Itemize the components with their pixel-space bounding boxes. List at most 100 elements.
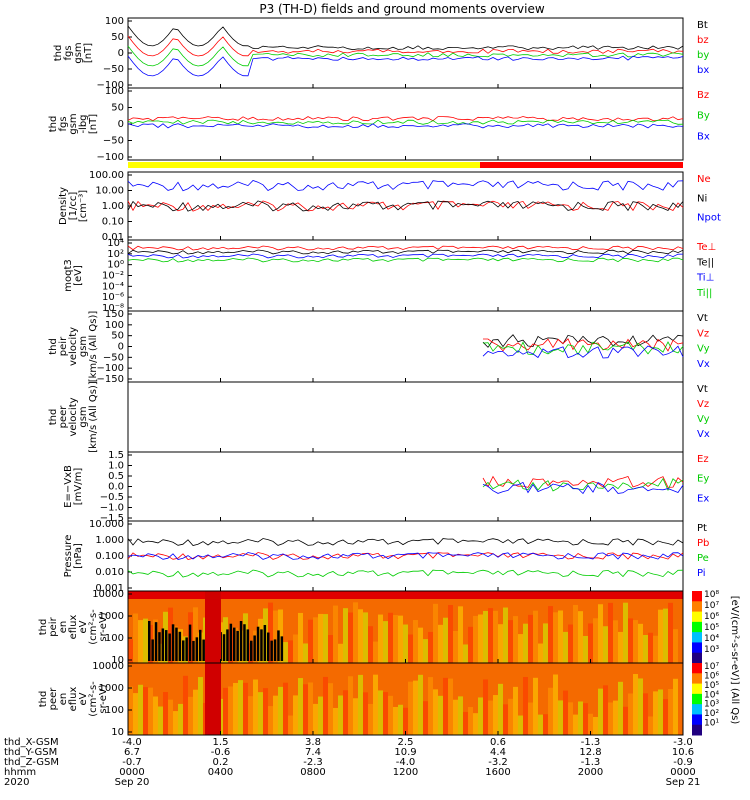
spectrogram-band bbox=[518, 634, 523, 663]
spectrogram-band bbox=[503, 607, 508, 663]
spectrogram-band bbox=[268, 602, 273, 663]
spectrogram-band bbox=[267, 632, 270, 661]
colorbar-segment bbox=[692, 621, 702, 633]
spectrogram-band bbox=[403, 624, 408, 663]
series-ne bbox=[127, 200, 684, 212]
panel-2: 100 50 0 −50 −100 thd fgs gsm -lbg [nT] Bz By Bx bbox=[48, 86, 710, 163]
spectrogram-band bbox=[493, 610, 498, 663]
spectrogram-band bbox=[538, 714, 543, 735]
spectrogram-band bbox=[418, 627, 423, 663]
y-tick-label: 0.100 bbox=[95, 551, 124, 562]
spectrogram-band bbox=[408, 634, 413, 663]
legend-by: By bbox=[697, 111, 710, 122]
y-tick-label: 10000 bbox=[92, 661, 124, 672]
spectrogram-band bbox=[603, 626, 608, 663]
series-ti|| bbox=[127, 257, 684, 263]
spectrogram-band bbox=[408, 681, 413, 735]
y-axis-label: peer bbox=[48, 687, 59, 711]
spectrogram-band bbox=[363, 612, 368, 663]
legend-vx: Vx bbox=[697, 429, 710, 440]
colorbar-tick: 10⁶ bbox=[704, 671, 719, 681]
y-tick-label: 0 bbox=[118, 119, 124, 130]
spectrogram-band bbox=[538, 643, 543, 663]
spectrogram-band bbox=[583, 635, 588, 663]
spectrogram-band bbox=[328, 683, 333, 735]
spectrogram-band bbox=[518, 715, 523, 735]
colorbar-tick: 10⁸ bbox=[704, 590, 719, 600]
spectrogram-band bbox=[238, 680, 243, 735]
spectrogram-band bbox=[453, 699, 458, 735]
spectrogram-band bbox=[243, 682, 248, 735]
spectrogram-band bbox=[222, 634, 226, 661]
colorbar-segment bbox=[692, 724, 702, 736]
y-tick-label: 10 bbox=[111, 655, 124, 666]
orbit-value: 10.9 bbox=[394, 747, 416, 758]
orbit-value: -0.6 bbox=[211, 747, 231, 758]
spectrogram-band bbox=[151, 639, 154, 661]
series-vt bbox=[482, 334, 684, 348]
spectrogram-band bbox=[154, 622, 158, 661]
spectrogram-band bbox=[343, 690, 348, 735]
legend-pe: Pe bbox=[697, 553, 709, 564]
orbit-label: thd_X-GSM bbox=[4, 737, 59, 748]
spectrogram-band bbox=[161, 628, 165, 661]
y-axis-label: eV bbox=[78, 620, 89, 633]
spectrogram-band bbox=[398, 615, 403, 663]
series-bz bbox=[127, 35, 684, 57]
y-tick-label: 0 bbox=[118, 48, 124, 59]
orbit-value: 0000 bbox=[119, 767, 144, 778]
y-axis-label: gsm bbox=[78, 336, 89, 357]
series-ey bbox=[482, 477, 684, 492]
spectrogram-band bbox=[223, 617, 228, 663]
spectrogram-band bbox=[658, 689, 663, 735]
orbit-label: thd_Y-GSM bbox=[4, 747, 57, 758]
spectrogram-band bbox=[318, 613, 323, 663]
orbit-value: 12.8 bbox=[579, 747, 601, 758]
spectrogram-band bbox=[508, 698, 513, 735]
spectrogram-band bbox=[548, 687, 553, 735]
spectrogram-band bbox=[226, 629, 229, 661]
spectrogram-band bbox=[648, 632, 653, 663]
spectrogram-band bbox=[298, 678, 303, 735]
orbit-value: 0.2 bbox=[213, 757, 229, 768]
spectrogram-band bbox=[468, 626, 473, 663]
spectrogram-band bbox=[468, 707, 473, 735]
colorbar-tick: 10⁷ bbox=[704, 601, 719, 611]
colorbar-segment bbox=[692, 642, 702, 654]
spectrogram-band bbox=[313, 617, 318, 663]
panel-frame bbox=[127, 87, 684, 161]
y-axis-label: [nT] bbox=[88, 114, 99, 134]
spectrogram-band bbox=[158, 706, 163, 735]
panel-frame bbox=[127, 381, 684, 453]
legend-vt: Vt bbox=[697, 313, 708, 324]
y-axis-label: en bbox=[58, 693, 69, 706]
legend-ti||: Ti|| bbox=[696, 288, 712, 299]
y-axis-label: eflux bbox=[68, 687, 79, 712]
legend-ni: Ni bbox=[697, 193, 707, 204]
spectrogram-band bbox=[528, 702, 533, 735]
spectrogram-band bbox=[583, 703, 588, 735]
spectrogram-band bbox=[463, 711, 468, 735]
spectrogram-band bbox=[418, 674, 423, 735]
panel-frame bbox=[127, 17, 684, 89]
spectrogram-band bbox=[513, 686, 518, 735]
y-tick-label: 0.0 bbox=[108, 482, 124, 493]
spectrogram-band bbox=[658, 609, 663, 663]
spectrogram-band bbox=[508, 620, 513, 663]
spectrogram-band bbox=[163, 692, 168, 735]
spectrogram-band bbox=[268, 706, 273, 735]
legend-pb: Pb bbox=[697, 538, 709, 549]
y-tick-label: −100 bbox=[97, 80, 124, 91]
spectrogram-band bbox=[668, 602, 673, 663]
spectrogram-band bbox=[175, 627, 178, 661]
orbit-value: 0800 bbox=[300, 767, 325, 778]
y-tick-label: 1000 bbox=[99, 683, 124, 694]
y-tick-label: 100 bbox=[105, 16, 124, 27]
spectrogram-band bbox=[278, 609, 283, 663]
spectrogram-band bbox=[393, 706, 398, 735]
y-tick-label: 100 bbox=[105, 320, 124, 331]
colorbar-segment bbox=[692, 632, 702, 643]
spectrogram-band bbox=[568, 624, 573, 663]
y-axis-label: sr-eV) bbox=[98, 612, 109, 641]
